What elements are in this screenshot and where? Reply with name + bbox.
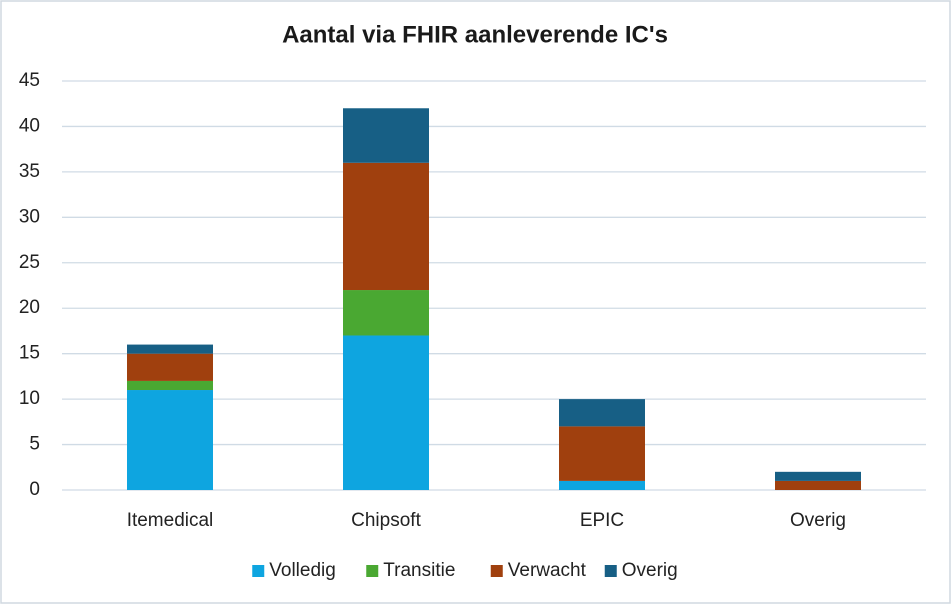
- legend-swatch: [252, 565, 265, 577]
- bar-segment: [343, 108, 429, 163]
- y-tick-label: 5: [29, 434, 40, 455]
- y-tick-label: 0: [29, 479, 40, 500]
- legend-label: Overig: [622, 560, 678, 581]
- bar-segment: [559, 399, 645, 427]
- y-tick-label: 15: [19, 343, 40, 364]
- y-tick-label: 30: [19, 206, 40, 227]
- bar-segment: [775, 471, 861, 481]
- bar-segment: [343, 290, 429, 336]
- bar-segment: [775, 480, 861, 490]
- bar-segment: [127, 380, 213, 391]
- bar-segment: [559, 480, 645, 490]
- y-tick-label: 25: [19, 252, 40, 273]
- legend-label: Verwacht: [508, 560, 587, 581]
- legend-label: Volledig: [269, 560, 336, 581]
- x-tick-label: Overig: [790, 510, 846, 531]
- bar-segment: [127, 353, 213, 381]
- bar-segment: [559, 426, 645, 481]
- legend-swatch: [366, 565, 379, 577]
- chart-title: Aantal via FHIR aanleverende IC's: [282, 21, 668, 48]
- bar-segment: [343, 162, 429, 291]
- legend-label: Transitie: [383, 560, 455, 581]
- legend-swatch: [604, 565, 617, 577]
- y-tick-label: 35: [19, 161, 40, 182]
- y-tick-label: 10: [19, 388, 40, 409]
- x-tick-label: EPIC: [580, 510, 624, 531]
- x-tick-label: Itemedical: [127, 510, 214, 531]
- y-tick-label: 40: [19, 115, 40, 136]
- y-tick-label: 45: [19, 70, 40, 91]
- bar-segment: [127, 390, 213, 490]
- legend-swatch: [490, 565, 503, 577]
- y-tick-label: 20: [19, 297, 40, 318]
- bar-segment: [343, 335, 429, 490]
- x-tick-label: Chipsoft: [351, 510, 421, 531]
- bar-segment: [127, 344, 213, 354]
